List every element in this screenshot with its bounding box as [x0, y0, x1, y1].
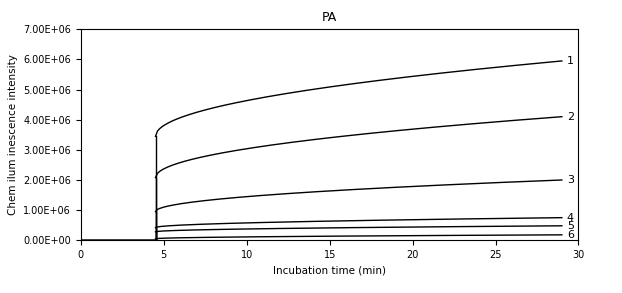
Text: 3: 3	[567, 175, 574, 185]
Title: PA: PA	[322, 11, 337, 24]
Y-axis label: Chem ilum inescence intensity: Chem ilum inescence intensity	[7, 54, 17, 215]
Text: 4: 4	[567, 213, 574, 223]
Text: 2: 2	[567, 112, 574, 122]
Text: 1: 1	[567, 56, 574, 66]
Text: 6: 6	[567, 230, 574, 240]
Text: 5: 5	[567, 221, 574, 231]
X-axis label: Incubation time (min): Incubation time (min)	[273, 265, 386, 275]
